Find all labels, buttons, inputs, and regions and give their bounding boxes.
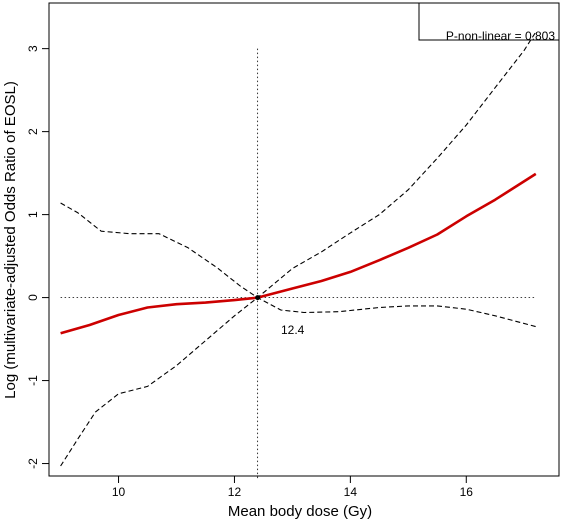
confidence-band-line bbox=[60, 297, 536, 467]
estimate-line bbox=[60, 172, 537, 335]
confidence-band-line bbox=[60, 31, 537, 299]
series-group bbox=[60, 31, 537, 467]
x-tick-label: 16 bbox=[460, 485, 474, 499]
p-value-annotation: P-non-linear = 0.803 bbox=[446, 29, 555, 43]
x-tick-label: 10 bbox=[112, 485, 126, 499]
x-tick-label: 14 bbox=[344, 485, 358, 499]
annotation-box bbox=[418, 2, 560, 41]
plot-frame bbox=[48, 2, 560, 477]
y-tick-label: 2 bbox=[26, 128, 40, 135]
x-axis-title: Mean body dose (Gy) bbox=[228, 503, 372, 520]
reference-lines bbox=[60, 48, 536, 481]
y-tick-label: -1 bbox=[26, 375, 40, 386]
y-axis-title: Log (multivariate-adjusted Odds Ratio of… bbox=[2, 81, 19, 399]
knot-point bbox=[255, 295, 261, 301]
x-tick-label: 12 bbox=[228, 485, 242, 499]
y-tick-label: -2 bbox=[26, 458, 40, 469]
knot-label: 12.4 bbox=[281, 323, 305, 337]
y-tick-label: 1 bbox=[26, 211, 40, 218]
y-tick-label: 0 bbox=[26, 294, 40, 301]
y-tick-label: 3 bbox=[26, 45, 40, 52]
